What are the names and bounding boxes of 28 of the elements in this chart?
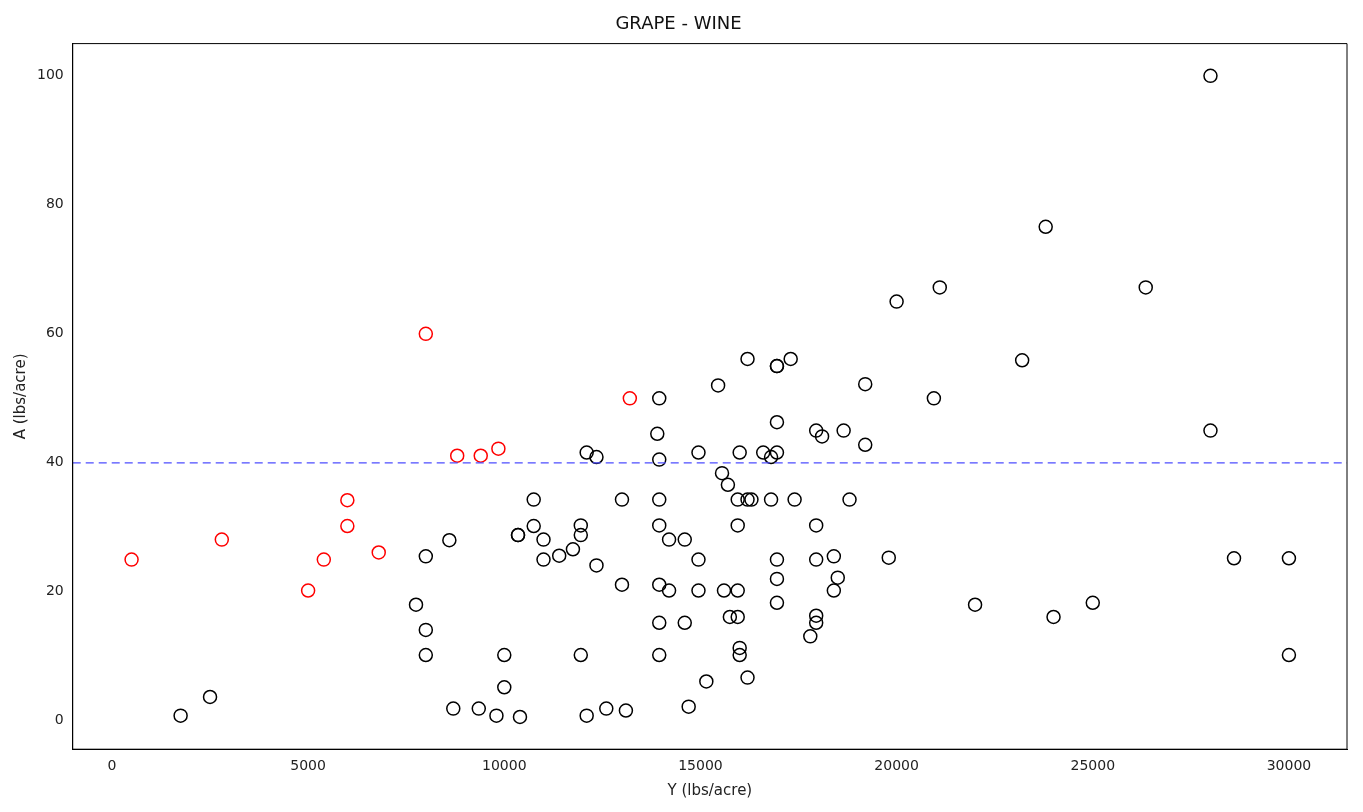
x-tick-label: 30000 [1266,757,1312,774]
y-tick-label: 0 [54,711,64,728]
y-tick-label: 20 [45,582,64,599]
y-tick-label: 40 [45,453,64,470]
point [340,492,355,508]
point [300,583,316,598]
x-tick-label: 5000 [290,757,326,774]
x-tick-label: 15000 [678,757,723,774]
point [449,448,465,463]
point [316,552,332,567]
x-tick-label: 25000 [1070,757,1116,774]
point [418,326,434,342]
y-tick-label: 60 [45,324,64,341]
point [491,441,506,456]
x-tick-label: 10000 [482,757,527,774]
y-tick-label: 100 [36,66,64,83]
y-axis-title: A (lbs/acre) [10,353,29,440]
chart-title: GRAPE - WINE [615,12,742,34]
point [124,552,139,567]
x-tick-label: 0 [107,757,117,774]
x-axis-title: Y (lbs/acre) [666,780,753,799]
point [371,545,386,560]
point [214,532,230,547]
point [340,518,355,534]
point [473,448,488,463]
point [622,391,638,406]
y-tick-label: 80 [45,195,64,212]
x-tick-label: 20000 [874,757,919,774]
